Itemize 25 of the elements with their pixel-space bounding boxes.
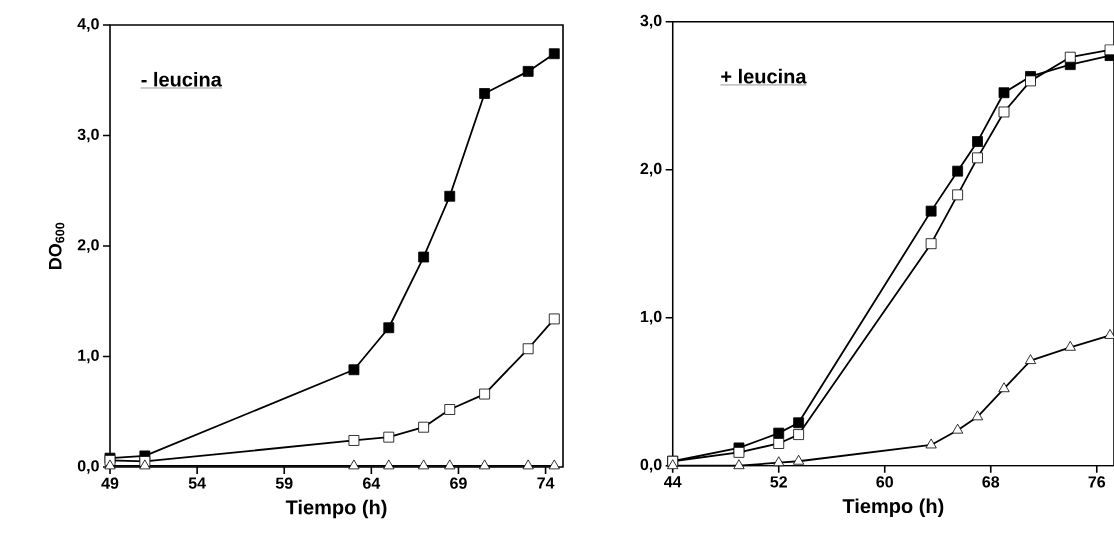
x-tick-label: 59 — [275, 477, 293, 489]
y-tick-label: 2,0 — [77, 239, 99, 253]
x-tick-label: 52 — [770, 476, 787, 488]
x-tick-label: 74 — [537, 477, 555, 489]
x-tick-label: 64 — [363, 477, 381, 489]
y-tick-label: 0,0 — [77, 460, 99, 474]
y-tick-label: 4,0 — [77, 18, 99, 32]
annotation: + leucina — [721, 68, 807, 84]
x-tick-label: 69 — [450, 477, 467, 489]
x-tick-label: 68 — [982, 476, 1000, 488]
x-tick-label: 49 — [101, 477, 119, 489]
y-tick-label: 3,0 — [640, 14, 662, 29]
y-tick-label: 2,0 — [640, 162, 662, 177]
y-axis-title: DO$_{600}$ — [48, 222, 65, 270]
x-tick-label: 60 — [876, 476, 893, 488]
x-axis-title: Tiempo (h) — [285, 499, 387, 519]
x-tick-label: 44 — [664, 476, 682, 488]
y-tick-label: 0,0 — [640, 458, 662, 473]
x-axis-title: Tiempo (h) — [842, 498, 944, 518]
y-tick-label: 1,0 — [640, 310, 662, 325]
y-tick-label: 3,0 — [77, 128, 99, 143]
x-tick-label: 54 — [188, 477, 206, 489]
annotation: - leucina — [141, 71, 222, 87]
y-tick-label: 1,0 — [78, 349, 99, 364]
x-tick-label: 76 — [1088, 476, 1106, 488]
